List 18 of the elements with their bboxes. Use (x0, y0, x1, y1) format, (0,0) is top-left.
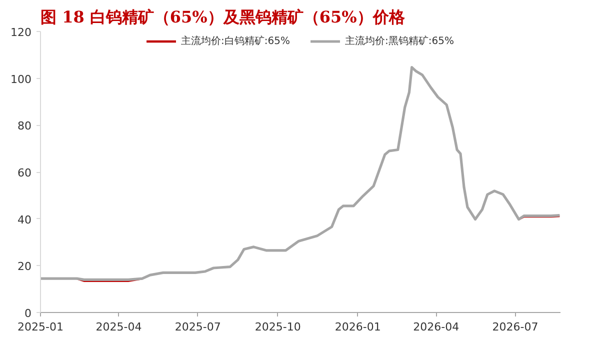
chart-title: 图 18 白钨精矿（65%）及黑钨精矿（65%）价格 (40, 8, 406, 26)
x-tick-label: 2026-07 (492, 320, 538, 334)
y-tick-label: 20 (18, 260, 32, 274)
y-tick-label: 60 (18, 166, 32, 180)
legend-label: 主流均价:白钨精矿:65% (181, 34, 290, 48)
x-tick-label: 2025-04 (96, 320, 142, 334)
legend-label: 主流均价:黑钨精矿:65% (345, 34, 454, 48)
y-tick-label: 40 (18, 213, 32, 226)
x-tick-label: 2026-01 (334, 320, 381, 334)
x-tick-label: 2026-04 (413, 320, 460, 334)
y-tick-label: 80 (18, 120, 32, 133)
x-tick-label: 2025-07 (174, 320, 221, 334)
line-series (40, 66, 560, 282)
y-tick-label: 0 (24, 307, 32, 320)
y-tick-label: 120 (10, 26, 32, 39)
x-tick-label: 2025-01 (18, 320, 64, 334)
y-tick-label: 100 (10, 72, 32, 86)
x-tick-label: 2025-10 (254, 320, 301, 334)
